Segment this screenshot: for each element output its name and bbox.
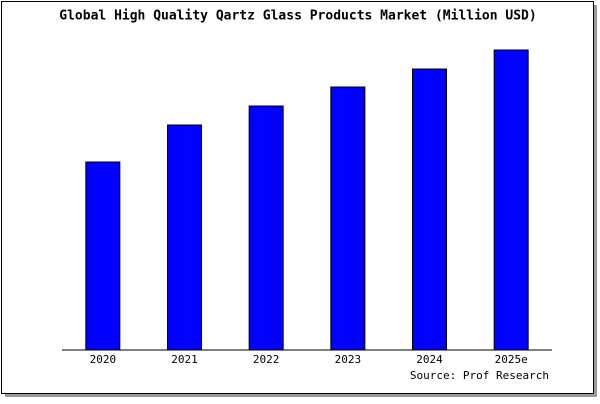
x-tick-label: 2020 bbox=[90, 353, 117, 366]
x-tick-label: 2022 bbox=[253, 353, 280, 366]
chart-title: Global High Quality Qartz Glass Products… bbox=[59, 9, 536, 24]
bar bbox=[248, 105, 284, 351]
bar bbox=[330, 86, 366, 351]
source-note: Source: Prof Research bbox=[410, 369, 549, 382]
bar bbox=[85, 161, 121, 351]
x-tick-label: 2021 bbox=[171, 353, 198, 366]
x-tick-label: 2023 bbox=[335, 353, 362, 366]
x-tick-label: 2025e bbox=[495, 353, 528, 366]
bar bbox=[167, 124, 202, 351]
bar bbox=[493, 49, 529, 351]
x-tick-label: 2024 bbox=[416, 353, 443, 366]
bar bbox=[412, 68, 447, 351]
